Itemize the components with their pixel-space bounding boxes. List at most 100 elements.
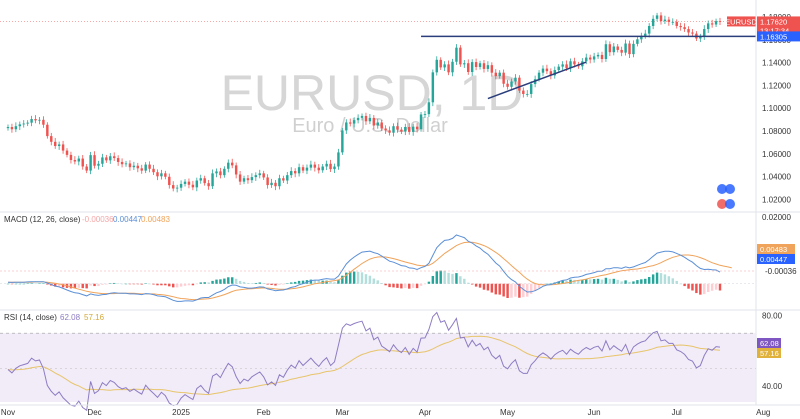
candle-up[interactable]	[14, 126, 18, 130]
candle-up[interactable]	[537, 72, 541, 80]
candle-up[interactable]	[160, 173, 163, 177]
candle-up[interactable]	[223, 168, 226, 176]
candle-down[interactable]	[187, 181, 191, 185]
candle-up[interactable]	[195, 180, 199, 188]
candle-up[interactable]	[632, 43, 635, 55]
candle-up[interactable]	[22, 123, 25, 125]
candle-up[interactable]	[333, 166, 336, 170]
candle-down[interactable]	[69, 154, 73, 161]
candle-up[interactable]	[419, 114, 423, 130]
candle-up[interactable]	[132, 165, 136, 168]
candle-up[interactable]	[144, 164, 147, 171]
candle-down[interactable]	[659, 15, 663, 22]
candle-up[interactable]	[352, 120, 356, 124]
candle-up[interactable]	[337, 152, 340, 167]
candle-down[interactable]	[73, 160, 77, 162]
candle-up[interactable]	[514, 77, 517, 82]
candle-down[interactable]	[482, 63, 486, 69]
candle-up[interactable]	[706, 23, 710, 30]
candle-down[interactable]	[710, 23, 714, 25]
candle-down[interactable]	[408, 126, 411, 132]
candle-up[interactable]	[305, 167, 309, 171]
candle-up[interactable]	[411, 126, 415, 132]
price-axis[interactable]: 1.180001.160001.140001.120001.100001.080…	[725, 13, 800, 204]
candle-up[interactable]	[109, 156, 112, 161]
candle-down[interactable]	[620, 49, 623, 53]
candle-down[interactable]	[439, 59, 442, 68]
candle-up[interactable]	[541, 68, 545, 73]
candle-up[interactable]	[227, 162, 230, 169]
candle-up[interactable]	[30, 119, 33, 123]
candle-up[interactable]	[604, 44, 608, 60]
candle-down[interactable]	[600, 54, 604, 60]
candle-down[interactable]	[148, 164, 151, 169]
candle-up[interactable]	[278, 178, 281, 187]
indicator-toggle-icons[interactable]	[717, 184, 735, 209]
candle-down[interactable]	[506, 83, 509, 87]
candle-up[interactable]	[297, 167, 301, 174]
candle-up[interactable]	[423, 114, 427, 115]
macd-line[interactable]	[7, 234, 721, 302]
candle-down[interactable]	[53, 141, 57, 147]
candle-up[interactable]	[321, 166, 324, 171]
candle-up[interactable]	[124, 163, 128, 165]
candle-down[interactable]	[10, 126, 14, 130]
candle-down[interactable]	[549, 71, 553, 76]
candle-down[interactable]	[718, 21, 722, 22]
candle-down[interactable]	[518, 77, 521, 91]
candle-down[interactable]	[675, 21, 678, 26]
candle-down[interactable]	[171, 185, 175, 189]
candle-down[interactable]	[474, 62, 478, 67]
candle-up[interactable]	[175, 187, 179, 189]
candle-up[interactable]	[101, 157, 104, 164]
candle-up[interactable]	[254, 175, 258, 178]
candle-down[interactable]	[266, 177, 269, 186]
candle-down[interactable]	[191, 184, 195, 188]
candle-down[interactable]	[349, 122, 352, 124]
candle-down[interactable]	[42, 119, 45, 125]
candle-up[interactable]	[368, 117, 372, 122]
candle-up[interactable]	[97, 163, 100, 166]
candle-down[interactable]	[168, 176, 171, 186]
candle-up[interactable]	[435, 59, 438, 73]
candle-down[interactable]	[502, 72, 505, 84]
candle-down[interactable]	[317, 167, 320, 171]
candle-down[interactable]	[219, 171, 222, 176]
candle-down[interactable]	[396, 126, 399, 130]
candle-up[interactable]	[211, 173, 214, 187]
candle-down[interactable]	[447, 64, 450, 73]
candle-up[interactable]	[470, 62, 474, 72]
candle-up[interactable]	[360, 115, 364, 118]
candle-down[interactable]	[380, 122, 383, 129]
candle-up[interactable]	[510, 81, 513, 87]
candle-up[interactable]	[451, 61, 454, 73]
candle-down[interactable]	[156, 172, 159, 177]
candle-down[interactable]	[313, 164, 317, 168]
candle-up[interactable]	[640, 35, 643, 40]
candle-up[interactable]	[699, 37, 702, 39]
candle-up[interactable]	[443, 64, 446, 68]
candle-down[interactable]	[384, 128, 387, 131]
candle-up[interactable]	[526, 93, 529, 95]
candle-up[interactable]	[242, 178, 246, 182]
candle-down[interactable]	[65, 150, 69, 155]
candle-down[interactable]	[522, 90, 525, 94]
candle-down[interactable]	[136, 165, 140, 169]
candle-up[interactable]	[463, 63, 466, 65]
candle-up[interactable]	[561, 64, 564, 67]
candle-up[interactable]	[663, 19, 667, 22]
candle-up[interactable]	[647, 25, 651, 34]
candle-down[interactable]	[61, 144, 65, 151]
candle-down[interactable]	[667, 19, 671, 22]
candle-up[interactable]	[199, 178, 202, 181]
candle-down[interactable]	[203, 178, 206, 184]
candle-up[interactable]	[38, 119, 41, 121]
candle-up[interactable]	[553, 70, 557, 76]
candle-up[interactable]	[250, 177, 254, 181]
candle-up[interactable]	[529, 84, 533, 94]
rsi-ma-line[interactable]	[7, 335, 721, 396]
candle-up[interactable]	[26, 122, 29, 124]
candle-up[interactable]	[77, 158, 81, 162]
candle-up[interactable]	[592, 56, 596, 60]
